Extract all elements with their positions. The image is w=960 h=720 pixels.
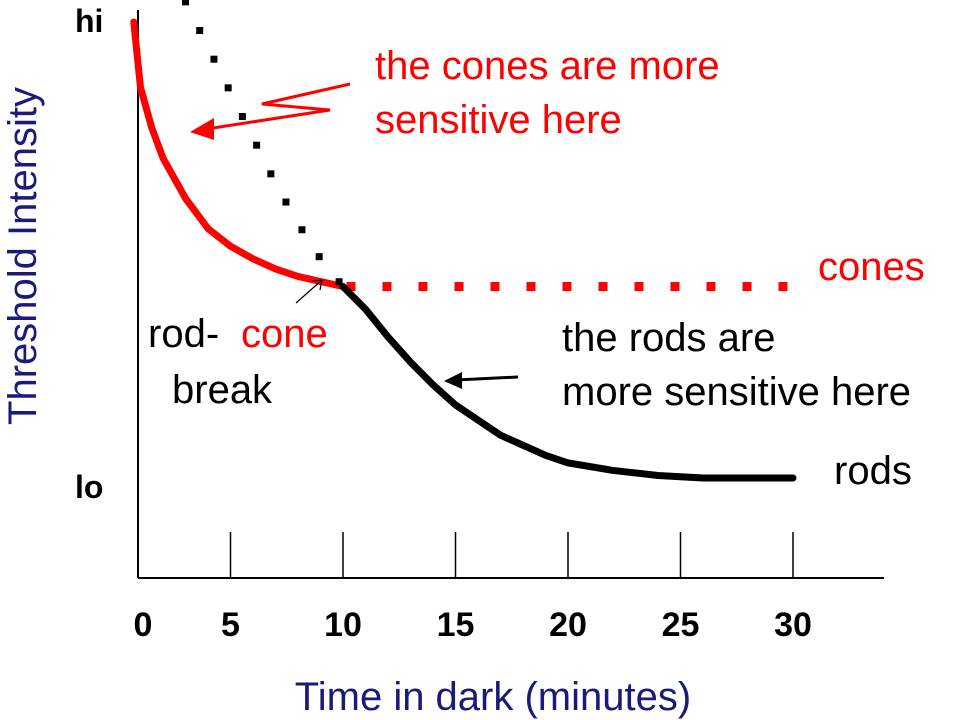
- rods-sensitive-arrow: [444, 372, 519, 389]
- rod-cone-break-cone: cone: [241, 312, 328, 356]
- dotted-point-3-4: [238, 113, 246, 121]
- rod-cone-break-rod: rod-: [148, 312, 219, 356]
- dotted-point-3-8: [298, 226, 306, 234]
- y-axis-title: Threshold Intensity: [1, 87, 45, 425]
- cones-series-label: cones: [818, 245, 925, 289]
- dotted-point-1-5: [526, 282, 536, 292]
- x-tick-label-10: 10: [324, 606, 362, 644]
- x-axis-ticks: [229, 532, 794, 578]
- dotted-point-1-0: [346, 282, 356, 292]
- dotted-point-1-1: [382, 282, 392, 292]
- dotted-point-3-10: [335, 278, 343, 286]
- cones-sensitive-arrow: [190, 82, 351, 140]
- dotted-point-1-3: [454, 282, 464, 292]
- dotted-point-3-3: [224, 84, 232, 92]
- x-axis-tick-labels: 0 5 10 15 20 25 30: [134, 606, 812, 644]
- series-group: [130, 0, 797, 482]
- rod-cone-break-word: break: [172, 368, 273, 412]
- dotted-point-1-6: [562, 282, 572, 292]
- dotted-point-3-0: [182, 0, 189, 6]
- dotted-point-1-2: [418, 282, 428, 292]
- cones-sensitive-label-line1: the cones are more: [375, 44, 720, 88]
- rods-solid-line: [339, 283, 797, 482]
- y-tick-label-hi: hi: [75, 3, 103, 39]
- dotted-point-1-9: [670, 282, 680, 292]
- x-tick-label-0: 0: [134, 606, 153, 644]
- extrapolated-dotted-line: [182, 0, 343, 286]
- y-tick-label-lo: lo: [75, 469, 103, 505]
- x-tick-label-20: 20: [549, 606, 587, 644]
- dotted-point-1-4: [490, 282, 500, 292]
- rods-series-label: rods: [834, 449, 912, 493]
- x-tick-label-30: 30: [774, 606, 812, 644]
- dotted-point-1-11: [742, 282, 752, 292]
- rods-sensitive-label-line2: more sensitive here: [562, 370, 911, 414]
- dotted-point-1-7: [598, 282, 608, 292]
- dotted-point-3-1: [196, 27, 204, 35]
- cones-dotted-line: [346, 282, 788, 292]
- dotted-point-3-7: [282, 198, 290, 206]
- dotted-point-1-8: [634, 282, 644, 292]
- dotted-point-3-5: [253, 141, 261, 149]
- dotted-point-1-12: [778, 282, 788, 292]
- dotted-point-1-10: [706, 282, 716, 292]
- dotted-point-3-2: [210, 55, 218, 63]
- cones-solid-line: [130, 18, 347, 291]
- x-tick-label-25: 25: [662, 606, 700, 644]
- cones-sensitive-label-line2: sensitive here: [375, 98, 622, 142]
- dotted-point-3-9: [315, 253, 323, 261]
- x-axis-title: Time in dark (minutes): [295, 675, 691, 719]
- dotted-point-3-6: [267, 170, 275, 178]
- x-tick-label-15: 15: [437, 606, 475, 644]
- rods-sensitive-label-line1: the rods are: [562, 316, 775, 360]
- x-tick-label-5: 5: [221, 606, 240, 644]
- rod-cone-break-arrow: [295, 279, 323, 304]
